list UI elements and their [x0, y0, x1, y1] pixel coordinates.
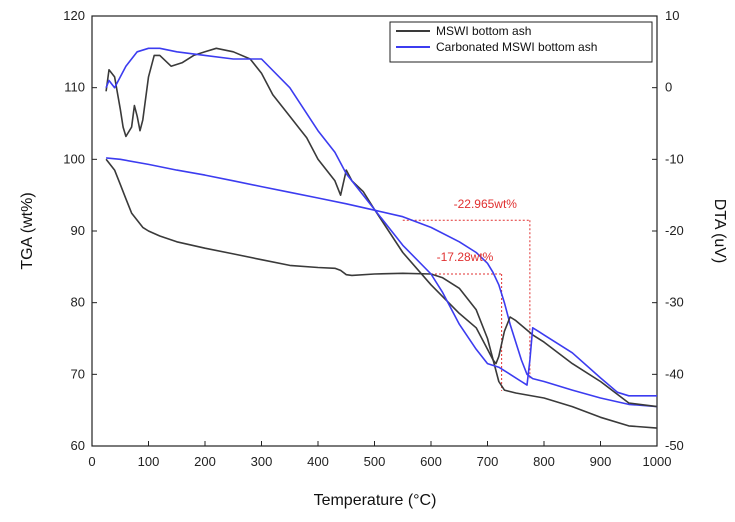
- right-y-tick-label: -50: [665, 438, 684, 453]
- mswi-bottom-ash-dta-line: [105, 47, 658, 408]
- x-tick-label: 800: [533, 454, 555, 469]
- x-tick-label: 100: [138, 454, 160, 469]
- carbonated-mswi-bottom-ash-dta-line: [105, 47, 657, 397]
- x-tick-label: 300: [251, 454, 273, 469]
- right-y-tick-label: -10: [665, 151, 684, 166]
- left-y-tick-label: 80: [71, 295, 85, 310]
- left-y-tick-label: 110: [64, 80, 85, 95]
- left-y-tick-label: 70: [71, 366, 85, 381]
- legend-box: [389, 21, 653, 63]
- x-tick-label: 500: [364, 454, 386, 469]
- x-tick-label: 900: [590, 454, 612, 469]
- right-y-axis-title: DTA (uV): [711, 199, 728, 264]
- mass-loss-annotation: -22.965wt%: [454, 197, 518, 211]
- right-y-tick-label: 0: [665, 80, 672, 95]
- plot-frame: [91, 15, 658, 447]
- mass-loss-annotation: -17.28wt%: [437, 250, 494, 264]
- right-y-tick-label: 10: [665, 8, 679, 23]
- left-y-tick-label: 120: [63, 8, 85, 23]
- carbonated-mswi-bottom-ash-tga-line: [106, 157, 658, 408]
- x-tick-label: 1000: [643, 454, 672, 469]
- x-tick-label: 600: [420, 454, 442, 469]
- left-y-tick-label: 90: [71, 223, 85, 238]
- x-tick-label: 200: [194, 454, 216, 469]
- right-y-tick-label: -20: [665, 223, 684, 238]
- legend-label: MSWI bottom ash: [436, 24, 531, 38]
- right-y-tick-label: -40: [665, 366, 684, 381]
- x-tick-label: 0: [88, 454, 95, 469]
- x-axis-title: Temperature (°C): [314, 492, 437, 509]
- left-y-tick-label: 100: [63, 151, 85, 166]
- x-tick-label: 400: [307, 454, 329, 469]
- mswi-bottom-ash-tga-line: [105, 158, 658, 429]
- legend-label: Carbonated MSWI bottom ash: [436, 40, 597, 54]
- left-y-tick-label: 60: [71, 438, 85, 453]
- x-tick-label: 700: [477, 454, 499, 469]
- right-y-tick-label: -30: [665, 295, 684, 310]
- left-y-axis-title: TGA (wt%): [19, 192, 36, 269]
